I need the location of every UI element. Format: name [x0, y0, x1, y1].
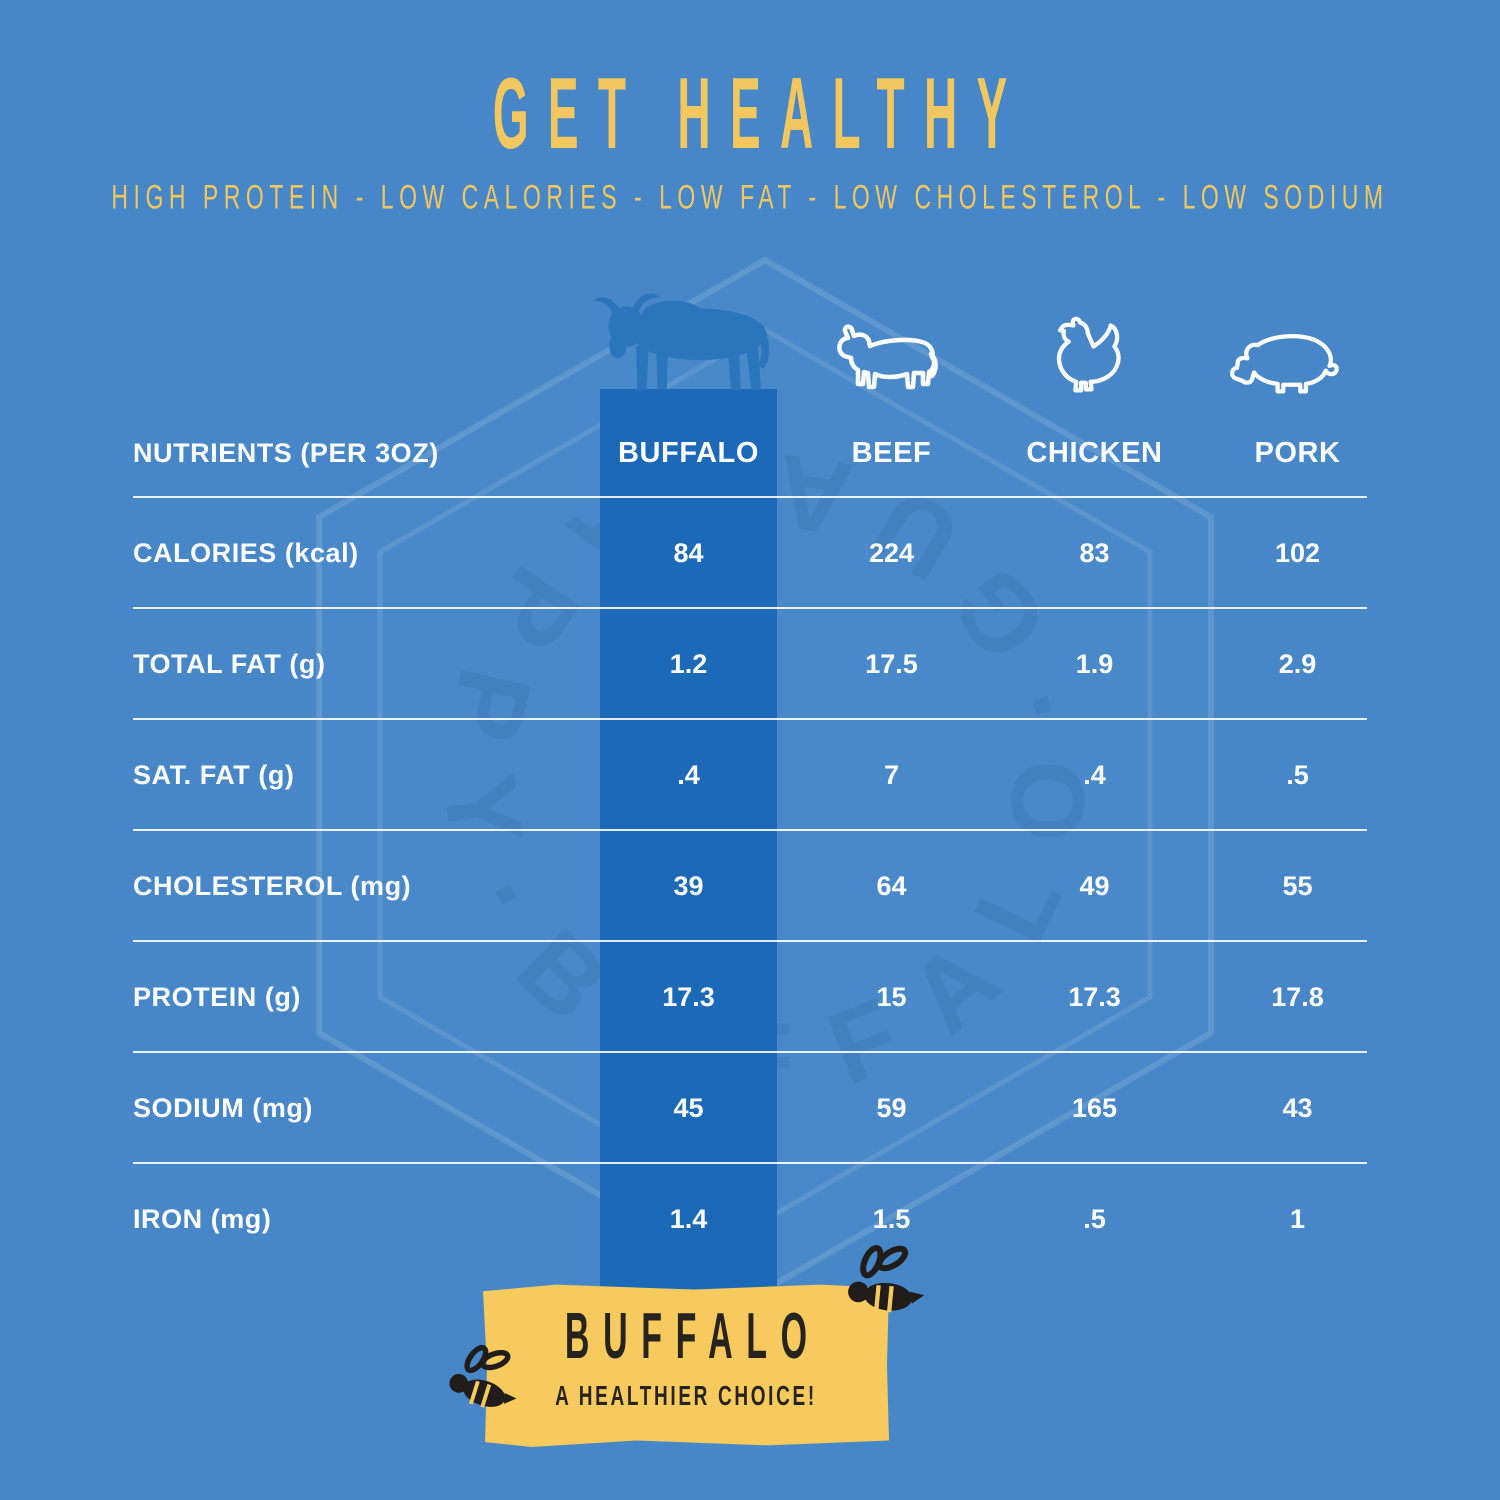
- value-cell-beef: 1.5: [872, 1204, 911, 1234]
- page-subtitle: HIGH PROTEIN - LOW CALORIES - LOW FAT - …: [111, 177, 1389, 216]
- buffalo-highlight-column: [600, 389, 777, 1300]
- bee-icon: [449, 1344, 517, 1408]
- value-cell-buffalo: .4: [677, 760, 700, 790]
- value-cell-buffalo: 84: [673, 538, 704, 568]
- value-cell-pork: 2.9: [1278, 649, 1317, 679]
- chicken-icon: [1056, 316, 1121, 393]
- table-row-calories: CALORIES (kcal) 84 224 83 102: [133, 498, 1396, 609]
- table-header-row: NUTRIENTS (PER 3OZ) BUFFALO BEEF CHICKEN…: [133, 408, 1396, 498]
- callout-subtitle: A HEALTHIER CHOICE!: [555, 1381, 817, 1412]
- value-cell-pork: 43: [1282, 1093, 1313, 1123]
- value-cell-chicken: 83: [1079, 538, 1110, 568]
- bee-icon: [848, 1245, 925, 1313]
- table-row-sat-fat: SAT. FAT (g) .4 7 .4 .5: [133, 720, 1396, 831]
- value-cell-chicken: 165: [1071, 1093, 1118, 1123]
- value-cell-chicken: 1.9: [1075, 649, 1114, 679]
- value-cell-buffalo: 39: [673, 871, 704, 901]
- column-header-buffalo: BUFFALO: [618, 436, 759, 469]
- value-cell-pork: 102: [1274, 538, 1321, 568]
- table-row-total-fat: TOTAL FAT (g) 1.2 17.5 1.9 2.9: [133, 609, 1396, 720]
- buffalo-icon: [593, 293, 770, 390]
- value-cell-chicken: .5: [1083, 1204, 1106, 1234]
- column-header-beef: BEEF: [851, 436, 932, 469]
- row-label: CALORIES (kcal): [133, 538, 359, 568]
- row-label: SAT. FAT (g): [133, 760, 295, 790]
- page-title: GET HEALTHY: [492, 55, 1027, 170]
- table-row-sodium: SODIUM (mg) 45 59 165 43: [133, 1053, 1396, 1164]
- row-label: IRON (mg): [133, 1204, 272, 1234]
- table-row-cholesterol: CHOLESTEROL (mg) 39 64 49 55: [133, 831, 1396, 942]
- row-label: PROTEIN (g): [133, 982, 301, 1012]
- row-label: TOTAL FAT (g): [133, 649, 326, 679]
- table-row-iron: IRON (mg) 1.4 1.5 .5 1: [133, 1164, 1396, 1275]
- value-cell-pork: 17.8: [1271, 982, 1324, 1012]
- value-cell-buffalo: 17.3: [662, 982, 715, 1012]
- value-cell-beef: 224: [868, 538, 915, 568]
- row-label: CHOLESTEROL (mg): [133, 871, 412, 901]
- value-cell-beef: 7: [883, 760, 900, 790]
- buffalo-callout-box: BUFFALO A HEALTHIER CHOICE!: [483, 1284, 889, 1447]
- value-cell-beef: 64: [876, 871, 907, 901]
- value-cell-chicken: .4: [1083, 760, 1106, 790]
- nutrients-table: NUTRIENTS (PER 3OZ) BUFFALO BEEF CHICKEN…: [133, 408, 1396, 1275]
- value-cell-buffalo: 45: [673, 1093, 704, 1123]
- value-cell-pork: .5: [1286, 760, 1309, 790]
- nutrients-header-label: NUTRIENTS (PER 3OZ): [133, 437, 439, 468]
- table-row-protein: PROTEIN (g) 17.3 15 17.3 17.8: [133, 942, 1396, 1053]
- value-cell-buffalo: 1.4: [669, 1204, 708, 1234]
- value-cell-buffalo: 1.2: [669, 649, 708, 679]
- value-cell-chicken: 49: [1079, 871, 1110, 901]
- callout-title: BUFFALO: [564, 1301, 821, 1374]
- value-cell-chicken: 17.3: [1068, 982, 1121, 1012]
- cow-icon: [837, 324, 938, 390]
- pig-icon: [1230, 334, 1339, 394]
- value-cell-beef: 17.5: [865, 649, 918, 679]
- value-cell-pork: 1: [1289, 1204, 1306, 1234]
- column-header-pork: PORK: [1254, 436, 1341, 469]
- column-header-chicken: CHICKEN: [1026, 436, 1163, 469]
- value-cell-beef: 59: [876, 1093, 907, 1123]
- value-cell-beef: 15: [876, 982, 907, 1012]
- value-cell-pork: 55: [1282, 871, 1313, 901]
- row-label: SODIUM (mg): [133, 1093, 313, 1123]
